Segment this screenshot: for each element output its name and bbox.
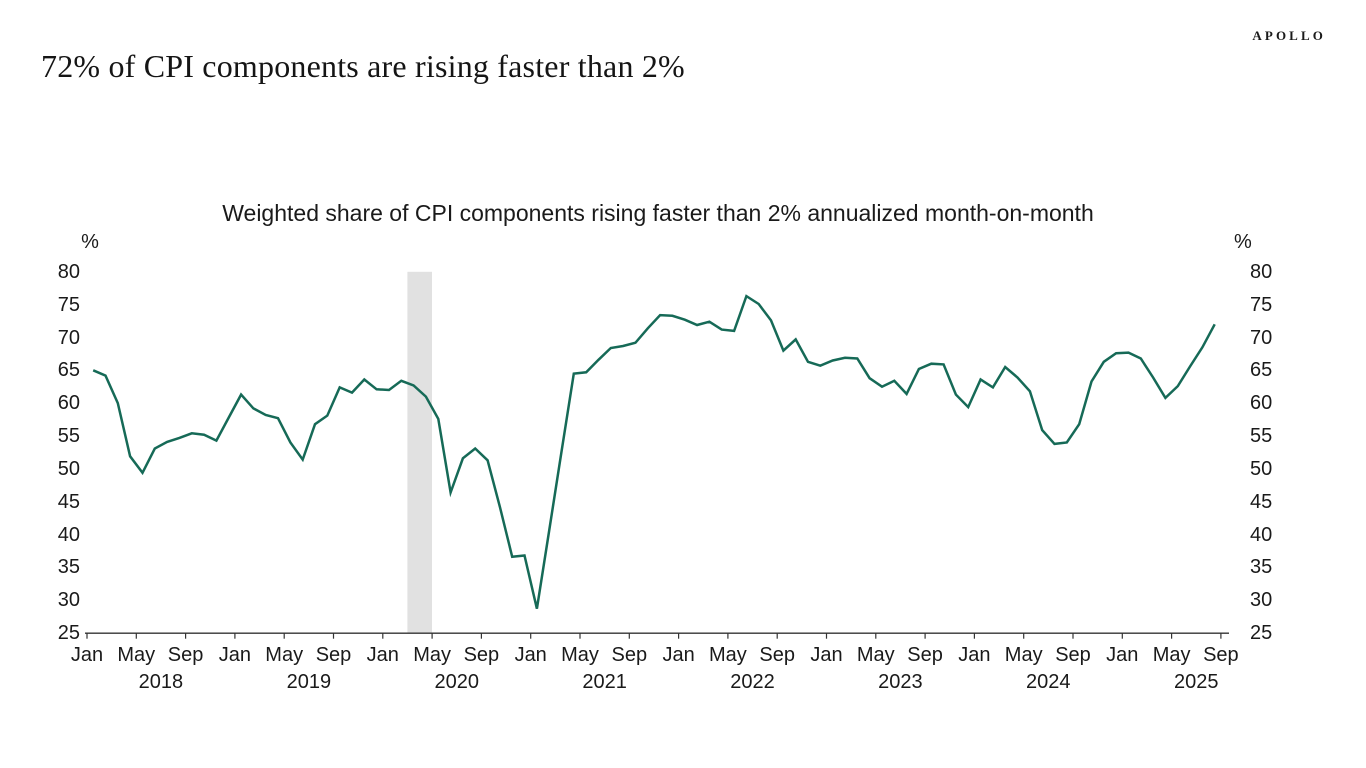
- x-axis-ticks: [86, 633, 1222, 639]
- y-axis-tick-label-left: 80: [57, 260, 80, 283]
- recession-band: [407, 271, 432, 634]
- apollo-logo: APOLLO: [1252, 28, 1326, 43]
- x-axis-year-label: 2019: [286, 671, 332, 693]
- x-axis-month-label: Jan: [1106, 644, 1139, 666]
- x-axis-month-label: Jan: [810, 644, 843, 666]
- cpi-series-line: [92, 294, 1216, 609]
- chart-title: Weighted share of CPI components rising …: [222, 200, 1094, 226]
- page-title: 72% of CPI components are rising faster …: [41, 48, 685, 84]
- x-axis-month-label: Sep: [759, 644, 795, 666]
- x-axis-year-label: 2020: [434, 671, 480, 693]
- x-axis-month-label: Jan: [218, 644, 252, 666]
- y-axis-tick-label-left: 25: [57, 622, 80, 644]
- x-axis-month-label: Sep: [611, 644, 648, 666]
- y-axis-tick-label-right: 60: [1250, 392, 1273, 415]
- x-axis-month-label: May: [856, 644, 895, 666]
- y-axis-tick-label-right: 80: [1250, 260, 1273, 283]
- y-axis-tick-label-right: 45: [1250, 490, 1273, 513]
- x-axis-month-label: May: [1152, 644, 1191, 666]
- y-axis-tick-label-right: 35: [1250, 556, 1273, 579]
- y-axis-tick-label-left: 75: [57, 293, 80, 316]
- y-axis-tick-label-left: 70: [57, 326, 80, 349]
- y-axis-tick-label-right: 55: [1250, 425, 1273, 447]
- y-axis-tick-label-left: 65: [57, 359, 80, 382]
- x-axis-month-label: Sep: [907, 644, 943, 666]
- x-axis-month-label: Jan: [662, 644, 695, 666]
- x-axis-year-label: 2021: [582, 671, 627, 693]
- y-axis-tick-label-right: 75: [1250, 293, 1273, 316]
- y-axis-tick-label-right: 30: [1250, 589, 1273, 612]
- x-axis-month-label: Sep: [167, 644, 204, 666]
- x-axis-month-label: May: [117, 644, 156, 666]
- x-axis-month-label: Sep: [315, 644, 352, 666]
- x-axis-year-label: 2022: [730, 671, 775, 693]
- x-axis-month-label: Jan: [366, 644, 399, 666]
- x-axis-month-label: May: [561, 644, 599, 666]
- x-axis-month-label: Jan: [958, 644, 991, 666]
- x-axis-month-label: Sep: [1055, 644, 1091, 666]
- y-axis-unit-left: %: [81, 231, 99, 253]
- x-axis-month-label: May: [1004, 644, 1043, 666]
- x-axis-year-label: 2023: [878, 671, 923, 693]
- x-axis-month-label: May: [265, 644, 304, 666]
- x-axis-year-label: 2024: [1026, 671, 1071, 693]
- y-axis-tick-label-right: 65: [1250, 359, 1273, 382]
- y-axis-tick-label-right: 40: [1250, 523, 1273, 546]
- x-axis-year-label: 2018: [138, 671, 184, 693]
- y-axis-tick-label-left: 55: [57, 425, 80, 447]
- y-axis-unit-right: %: [1234, 231, 1252, 253]
- x-axis-month-label: May: [708, 644, 747, 666]
- x-axis-month-label: Jan: [70, 644, 104, 666]
- y-axis-tick-label-left: 30: [57, 589, 80, 612]
- y-axis-tick-label-left: 35: [57, 556, 80, 579]
- x-axis-month-label: Sep: [463, 644, 500, 666]
- y-axis-tick-label-left: 40: [57, 523, 80, 546]
- y-axis-tick-label-left: 50: [57, 457, 80, 480]
- y-axis-tick-label-left: 60: [57, 392, 80, 415]
- y-axis-tick-label-right: 50: [1250, 457, 1273, 480]
- x-axis-month-label: Sep: [1203, 644, 1239, 666]
- y-axis-tick-label-right: 25: [1250, 622, 1273, 644]
- x-axis-year-label: 2025: [1174, 671, 1219, 693]
- x-axis-month-label: May: [413, 644, 451, 666]
- x-axis-month-label: Jan: [514, 644, 547, 666]
- y-axis-tick-label-left: 45: [57, 490, 80, 513]
- y-axis-tick-label-right: 70: [1250, 326, 1273, 349]
